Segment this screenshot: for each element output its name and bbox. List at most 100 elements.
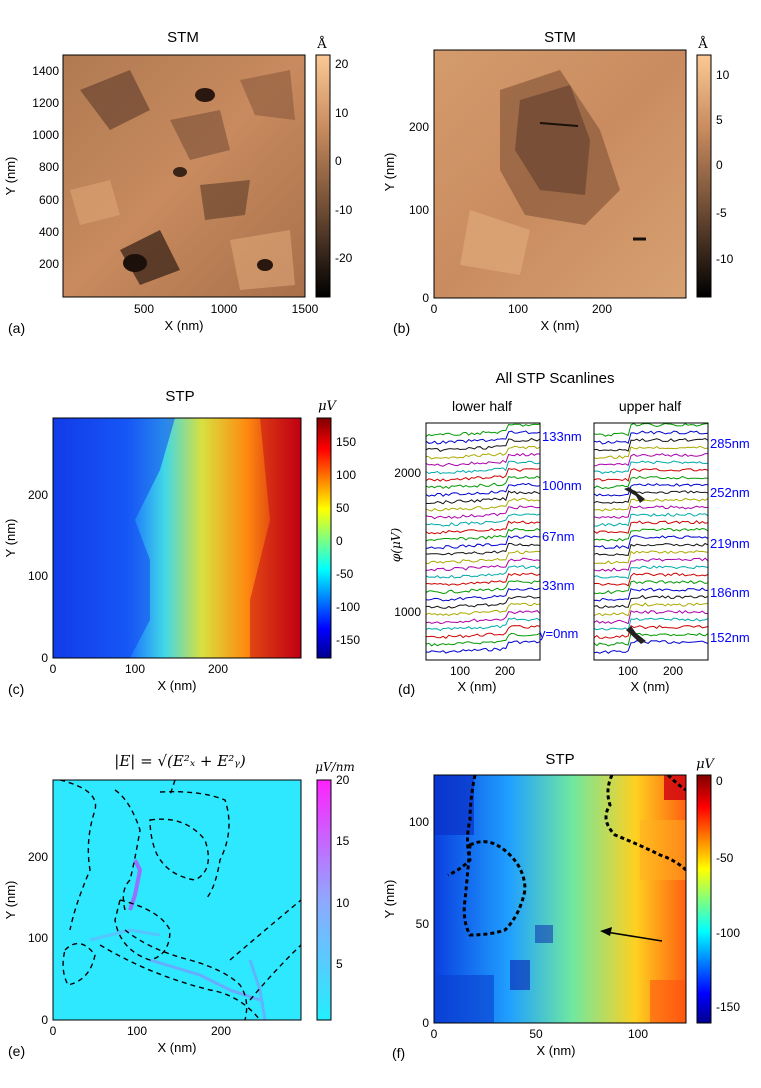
scanline-trace (425, 482, 541, 497)
panel-a-colorbar-tick: 10 (335, 106, 349, 120)
panel-f: STP 0 50 100 Y (nm) 0 (382, 751, 740, 1061)
panel-e-xtick: 100 (127, 1024, 147, 1038)
scanline-trace (593, 572, 709, 587)
panel-a-xtick: 500 (134, 302, 154, 316)
scanline-trace (593, 527, 709, 542)
scanline-trace (593, 430, 709, 445)
panel-c-colorbar-tick: 0 (336, 534, 343, 548)
panel-c-ytick: 200 (28, 488, 48, 502)
scanline-trace (425, 467, 541, 482)
panel-e-colorbar-tick: 10 (336, 896, 350, 910)
panel-d-ylabel: φ(μV) (389, 528, 403, 563)
panel-f-ylabel: Y (nm) (382, 880, 397, 919)
panel-d-arrows (624, 487, 646, 644)
panel-b: STM 0 100 200 Y (nm) 0 100 200 X (nm) (b… (382, 29, 734, 336)
panel-e-boundaries (59, 780, 301, 1020)
scanline-trace (593, 550, 709, 565)
panel-c-label: (c) (8, 681, 24, 697)
scanline-trace (425, 610, 541, 625)
panel-a-xlabel: X (nm) (165, 318, 204, 333)
panel-f-xlabel: X (nm) (537, 1043, 576, 1058)
scanline-trace (593, 602, 708, 617)
panel-f-ytick: 100 (409, 815, 429, 829)
scanline-trace (593, 542, 709, 556)
scanline-trace (593, 624, 709, 639)
panel-a-title: STM (167, 29, 199, 46)
panel-f-boundaries (447, 775, 686, 937)
scanline-trace (593, 617, 709, 631)
panel-a-colorbar-unit: Å (316, 36, 327, 52)
panel-d-left-scanlines (425, 423, 541, 654)
panel-d-xtick: 200 (663, 664, 683, 678)
scanline-trace (593, 632, 709, 647)
panel-c-xlabel: X (nm) (158, 678, 197, 693)
scanline-trace (425, 520, 541, 535)
panel-b-colorbar-tick: 0 (716, 158, 723, 172)
panel-a-colorbar-tick: 20 (335, 57, 349, 71)
panel-d-right-label: 152nm (710, 630, 750, 645)
panel-b-colorbar-tick: -5 (716, 206, 727, 220)
scanline-trace (425, 452, 541, 467)
panel-a-texture (70, 70, 295, 290)
panel-c-colorbar-tick: 50 (336, 501, 350, 515)
panel-e-ytick: 200 (28, 850, 48, 864)
panel-c-colorbar-tick: -50 (336, 567, 354, 581)
scanline-trace (593, 594, 709, 609)
scanline-trace (425, 640, 541, 654)
panel-e-xtick: 0 (50, 1024, 57, 1038)
panel-d-label: (d) (398, 681, 415, 697)
panel-c-colorbar-tick: -100 (336, 600, 360, 614)
panel-c-title: STP (165, 388, 194, 405)
panel-f-colorbar-tick: -150 (716, 1000, 740, 1014)
panel-a-xtick: 1500 (292, 302, 319, 316)
panel-c-ytick: 100 (28, 569, 48, 583)
panel-e-colorbar-tick: 5 (336, 957, 343, 971)
panel-b-texture (460, 70, 646, 275)
panel-f-xtick: 50 (529, 1027, 543, 1041)
scanline-trace (425, 632, 541, 647)
scanline-trace (593, 422, 709, 437)
panel-a-xaxis: 500 1000 1500 X (nm) (134, 302, 319, 333)
panel-a-colorbar: Å 20 10 0 -10 -20 (315, 36, 353, 298)
panel-c-texture (53, 418, 301, 658)
scanline-trace (425, 497, 541, 512)
panel-f-ytick: 0 (422, 1016, 429, 1030)
panel-c: STP 0 100 200 Y (nm) 0 100 200 X (nm) (c… (3, 388, 360, 697)
panel-a-colorbar-tick: 0 (335, 154, 342, 168)
scanline-trace (425, 617, 541, 631)
scanline-trace (593, 565, 709, 580)
panel-f-label: (f) (392, 1045, 405, 1061)
panel-f-colorbar-tick: -50 (716, 851, 734, 865)
panel-d-left-label: 133nm (542, 429, 582, 444)
panel-e-colorbar: μV/nm 20 15 10 5 (315, 760, 355, 1021)
panel-c-xtick: 100 (125, 662, 145, 676)
scanline-trace (593, 557, 709, 572)
panel-b-ytick: 0 (422, 291, 429, 305)
scanline-trace (593, 610, 709, 625)
panel-f-ytick: 50 (416, 917, 430, 931)
panel-d-xtick: 100 (450, 664, 470, 678)
panel-c-colorbar-tick: -150 (336, 633, 360, 647)
scanline-trace (593, 490, 709, 505)
panel-d-right-frame (593, 422, 709, 661)
panel-e-colorbar-unit: μV/nm (315, 760, 355, 774)
panel-d-right-scanlines (593, 422, 709, 654)
scanline-trace (425, 602, 541, 617)
panel-d: All STP Scanlines lower half upper half … (389, 370, 750, 697)
scanline-trace (425, 513, 541, 527)
panel-a-colorbar-tick: -10 (335, 203, 353, 217)
panel-b-ylabel: Y (nm) (382, 153, 397, 192)
panel-c-colorbar-tick: 100 (336, 468, 356, 482)
panel-b-colorbar-unit: Å (697, 36, 708, 52)
panel-e-title: |E| = √(E²ₓ + E²ᵧ) (114, 752, 246, 770)
panel-b-xlabel: X (nm) (541, 318, 580, 333)
panel-b-colorbar-tick: 5 (716, 113, 723, 127)
panel-b-xaxis: 0 100 200 X (nm) (431, 302, 613, 333)
scanline-trace (593, 505, 709, 519)
scanline-trace (593, 587, 709, 602)
panel-b-xtick: 0 (431, 302, 438, 316)
panel-f-title: STP (545, 751, 574, 768)
panel-a-ytick: 400 (39, 225, 59, 239)
panel-c-ylabel: Y (nm) (3, 519, 18, 558)
panel-a-ytick: 1000 (32, 128, 59, 142)
